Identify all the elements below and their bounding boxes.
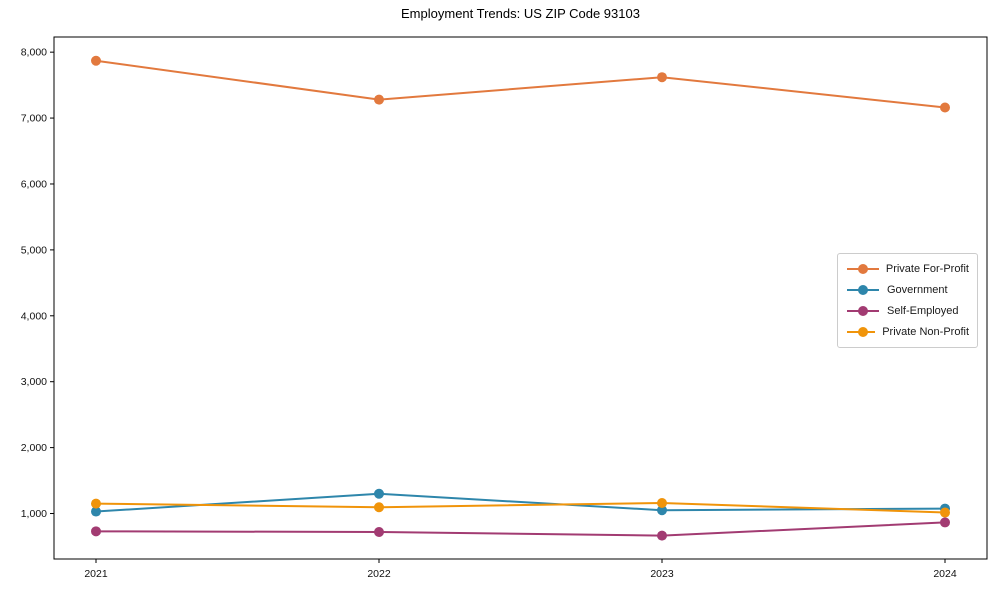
data-point-self-employed-2023 — [657, 530, 667, 541]
legend-label: Private Non-Profit — [882, 326, 969, 338]
chart-title: Employment Trends: US ZIP Code 93103 — [401, 6, 640, 21]
y-tick-label: 2,000 — [21, 442, 47, 454]
x-tick-label: 2023 — [650, 568, 674, 580]
y-tick-label: 7,000 — [21, 113, 47, 125]
series-line-self-employed — [95, 521, 946, 537]
legend-label: Government — [887, 284, 948, 296]
legend-marker-government — [847, 285, 879, 295]
data-point-self-employed-2021 — [91, 526, 101, 537]
data-point-private-non-profit-2024 — [940, 507, 950, 518]
data-point-private-non-profit-2023 — [657, 497, 667, 508]
y-tick-label: 8,000 — [21, 47, 47, 59]
data-point-private-for-profit-2024 — [940, 102, 950, 113]
legend-item-government: Government — [846, 281, 969, 299]
x-tick-label: 2022 — [367, 568, 391, 580]
legend-marker-self-employed — [847, 306, 879, 316]
y-tick-label: 3,000 — [21, 376, 47, 388]
data-point-self-employed-2022 — [374, 526, 384, 537]
y-tick-label: 5,000 — [21, 244, 47, 256]
legend-label: Private For-Profit — [885, 263, 969, 275]
legend-marker-private-for-profit — [847, 264, 879, 274]
legend-marker-private-non-profit — [847, 327, 876, 337]
x-tick-label: 2021 — [84, 568, 108, 580]
series-line-government — [95, 492, 946, 513]
legend-item-private-non-profit: Private Non-Profit — [846, 323, 969, 341]
legend-item-self-employed: Self-Employed — [846, 302, 969, 320]
data-point-private-for-profit-2021 — [91, 55, 101, 66]
series-line-private-non-profit — [95, 501, 946, 514]
legend-item-private-for-profit: Private For-Profit — [846, 260, 969, 278]
y-tick-label: 6,000 — [21, 178, 47, 190]
data-point-private-for-profit-2022 — [374, 94, 384, 105]
data-point-private-non-profit-2021 — [91, 498, 101, 509]
legend: Private For-Profit Government Self-Employe… — [837, 253, 978, 348]
x-tick-label: 2024 — [933, 568, 957, 580]
data-point-government-2021 — [91, 506, 101, 517]
data-point-self-employed-2024 — [940, 517, 950, 528]
data-point-government-2023 — [657, 505, 667, 516]
y-tick-label: 4,000 — [21, 310, 47, 322]
data-point-government-2022 — [374, 488, 384, 499]
data-point-private-non-profit-2022 — [374, 502, 384, 513]
plot-frame — [53, 36, 988, 560]
y-tick-label: 1,000 — [21, 508, 47, 520]
legend-label: Self-Employed — [887, 305, 959, 317]
series-line-private-for-profit — [95, 59, 946, 109]
data-point-private-for-profit-2023 — [657, 72, 667, 83]
